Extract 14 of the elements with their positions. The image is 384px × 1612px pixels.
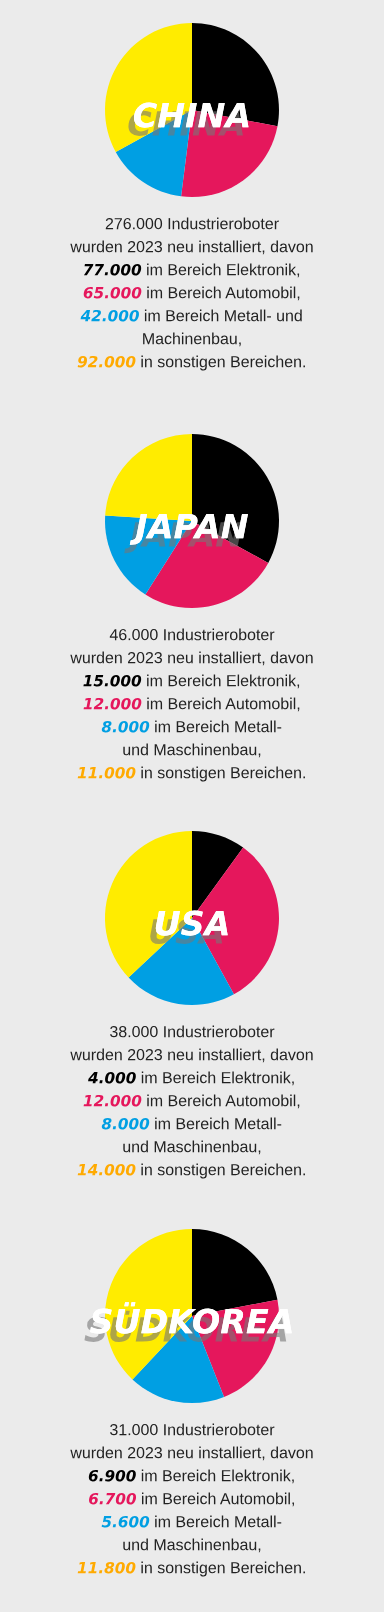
- text: 14.000 in sonstigen Bereichen.: [77, 1163, 305, 1179]
- text: USA: [150, 910, 228, 945]
- text: CHINA: [128, 102, 249, 137]
- text: 6.900 im Bereich Elektronik,: [88, 1469, 294, 1484]
- text: 11.800 in sonstigen Bereichen.: [77, 1561, 305, 1577]
- text: 11.000 in sonstigen Bereichen.: [77, 766, 305, 782]
- text: 12.000 im Bereich Automobil,: [83, 1094, 300, 1109]
- text: 12.000 im Bereich Automobil,: [83, 697, 300, 712]
- text: 92.000 in sonstigen Bereichen.: [77, 355, 305, 371]
- text: 6.700 im Bereich Automobil,: [89, 1492, 294, 1507]
- text: 4.000 im Bereich Elektronik,: [88, 1071, 294, 1086]
- text: 77.000 im Bereich Elektronik,: [83, 263, 300, 278]
- text: 65.000 im Bereich Automobil,: [83, 286, 300, 301]
- text: 15.000 im Bereich Elektronik,: [83, 674, 300, 689]
